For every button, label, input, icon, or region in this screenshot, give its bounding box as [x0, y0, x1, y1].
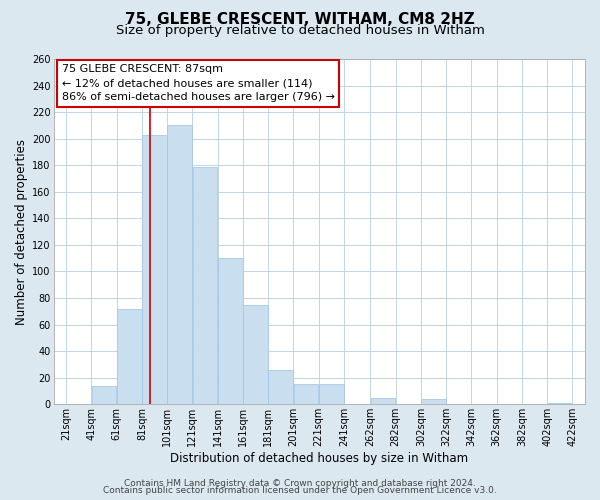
- Text: Size of property relative to detached houses in Witham: Size of property relative to detached ho…: [116, 24, 484, 37]
- Bar: [268, 370, 293, 404]
- Y-axis label: Number of detached properties: Number of detached properties: [15, 138, 28, 324]
- Bar: [547, 403, 572, 404]
- Text: Contains HM Land Registry data © Crown copyright and database right 2024.: Contains HM Land Registry data © Crown c…: [124, 478, 476, 488]
- Bar: [167, 126, 192, 404]
- Bar: [371, 398, 395, 404]
- X-axis label: Distribution of detached houses by size in Witham: Distribution of detached houses by size …: [170, 452, 469, 465]
- Bar: [243, 304, 268, 404]
- Bar: [92, 386, 116, 404]
- Bar: [117, 308, 142, 404]
- Bar: [218, 258, 242, 404]
- Text: 75 GLEBE CRESCENT: 87sqm
← 12% of detached houses are smaller (114)
86% of semi-: 75 GLEBE CRESCENT: 87sqm ← 12% of detach…: [62, 64, 335, 102]
- Bar: [193, 166, 217, 404]
- Bar: [421, 399, 446, 404]
- Bar: [319, 384, 344, 404]
- Bar: [142, 134, 167, 404]
- Bar: [294, 384, 319, 404]
- Text: Contains public sector information licensed under the Open Government Licence v3: Contains public sector information licen…: [103, 486, 497, 495]
- Text: 75, GLEBE CRESCENT, WITHAM, CM8 2HZ: 75, GLEBE CRESCENT, WITHAM, CM8 2HZ: [125, 12, 475, 28]
